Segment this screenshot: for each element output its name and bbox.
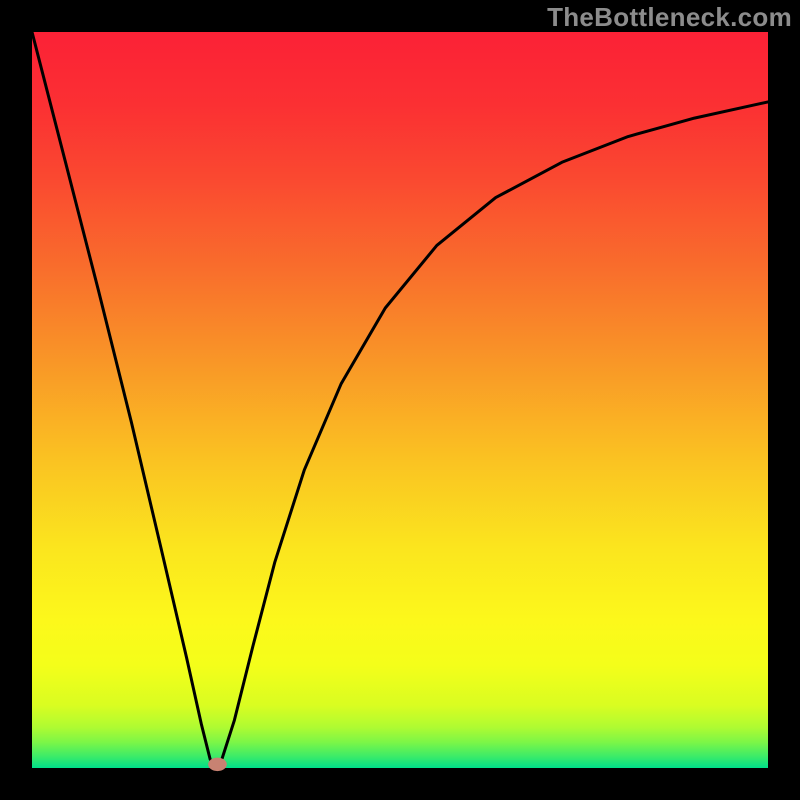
chart-root: TheBottleneck.com [0,0,800,800]
plot-background [32,32,768,768]
minimum-marker [209,758,227,771]
chart-svg [0,0,800,800]
watermark-text: TheBottleneck.com [547,2,792,33]
